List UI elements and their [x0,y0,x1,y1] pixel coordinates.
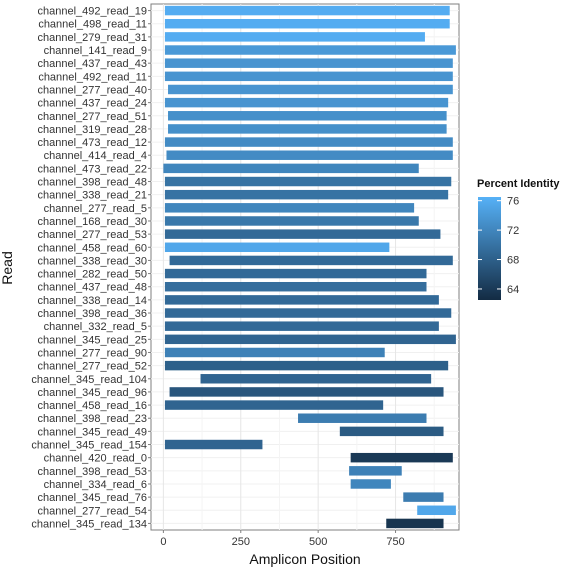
y-tick-label: channel_345_read_154 [31,440,147,452]
x-tick-label: 750 [386,536,404,548]
read-bar-channel_437_read_48 [164,281,427,292]
read-bar-channel_437_read_43 [164,58,453,68]
read-bar-channel_141_read_9 [164,45,456,55]
y-tick-label: channel_473_read_22 [38,163,148,175]
x-axis: 0 250 500 750 [160,530,405,548]
y-tick-label: channel_345_read_96 [38,387,148,399]
y-tick-label: channel_277_read_90 [38,347,148,359]
read-bar-channel_277_read_53 [164,229,441,239]
read-bar-channel_277_read_52 [164,360,449,371]
read-bar-channel_277_read_54 [417,505,456,516]
read-bar-channel_277_read_40 [168,84,453,95]
y-tick-label: channel_345_read_76 [38,492,148,504]
y-tick-label: channel_338_read_14 [38,295,148,307]
read-bar-channel_319_read_28 [168,124,447,134]
legend-tick-label: 72 [507,225,519,237]
y-tick-label: channel_338_read_30 [38,255,148,267]
read-bar-channel_458_read_60 [164,242,390,253]
y-tick-label: channel_334_read_6 [44,479,147,491]
y-tick-label: channel_473_read_12 [38,137,148,149]
y-tick-labels: channel_492_read_19channel_498_read_11ch… [31,6,151,530]
read-bars [163,5,456,529]
y-tick-label: channel_168_read_30 [38,216,148,228]
read-bar-channel_473_read_12 [164,137,453,147]
read-bar-channel_398_read_48 [164,176,452,187]
read-bar-channel_398_read_53 [349,466,402,476]
read-bar-channel_492_read_19 [164,5,450,16]
y-tick-label: channel_277_read_5 [44,203,147,215]
read-bar-channel_414_read_4 [166,150,453,160]
read-bar-channel_345_read_25 [164,334,456,345]
legend-colorbar [478,197,501,300]
y-tick-label: channel_345_read_104 [31,374,147,386]
y-tick-label: channel_277_read_54 [38,505,148,517]
y-tick-label: channel_141_read_9 [44,45,147,57]
x-axis-title: Amplicon Position [249,551,360,567]
read-bar-channel_338_read_30 [169,255,453,266]
read-bar-channel_345_read_49 [339,426,444,437]
y-tick-label: channel_398_read_53 [38,466,148,478]
y-tick-label: channel_492_read_19 [38,6,148,18]
y-tick-label: channel_458_read_16 [38,400,148,412]
legend: Percent Identity 64 68 72 76 [477,178,560,300]
y-tick-label: channel_420_read_0 [44,453,147,465]
read-bar-channel_345_read_154 [164,439,263,450]
plot-panel [150,3,460,531]
y-tick-label: channel_332_read_5 [44,321,147,333]
read-bar-channel_492_read_11 [164,71,453,82]
y-tick-label: channel_319_read_28 [38,124,148,136]
y-tick-label: channel_492_read_11 [38,71,147,83]
read-bar-channel_345_read_96 [169,387,444,397]
read-bar-channel_332_read_5 [164,321,439,331]
y-tick-label: channel_437_read_48 [38,282,148,294]
legend-title: Percent Identity [477,178,560,190]
read-bar-channel_277_read_51 [168,111,447,121]
read-bar-channel_398_read_36 [164,308,452,318]
read-bar-channel_437_read_24 [164,97,449,108]
legend-tick-label: 68 [507,255,519,267]
read-bar-channel_277_read_90 [164,347,385,358]
read-bar-channel_498_read_11 [164,18,450,29]
legend-tick-label: 76 [507,196,519,208]
y-tick-label: channel_277_read_53 [38,229,148,241]
read-bar-channel_168_read_30 [164,216,419,226]
read-bar-channel_282_read_50 [164,268,427,279]
y-tick-label: channel_437_read_24 [38,98,148,110]
x-tick-label: 500 [309,536,327,548]
read-bar-channel_277_read_5 [164,203,415,213]
read-bar-channel_334_read_6 [350,479,391,489]
y-tick-label: channel_458_read_60 [38,242,148,254]
x-tick-label: 250 [232,536,250,548]
y-tick-label: channel_398_read_36 [38,308,148,320]
y-tick-label: channel_338_read_21 [38,190,148,202]
y-tick-label: channel_345_read_134 [31,518,147,530]
read-bar-channel_345_read_134 [386,518,444,529]
y-tick-label: channel_398_read_48 [38,177,148,189]
legend-tick-label: 64 [507,284,519,296]
y-tick-label: channel_277_read_51 [38,111,148,123]
read-bar-channel_345_read_104 [200,374,432,384]
read-bar-channel_420_read_0 [350,452,453,463]
y-tick-label: channel_414_read_4 [44,150,147,162]
read-bar-channel_345_read_76 [403,492,444,502]
y-tick-label: channel_282_read_50 [38,269,148,281]
y-tick-label: channel_277_read_52 [38,361,148,373]
y-tick-label: channel_345_read_25 [38,334,148,346]
read-bar-channel_398_read_23 [298,413,427,423]
x-tick-label: 0 [160,536,166,548]
y-tick-label: channel_345_read_49 [38,426,148,438]
y-tick-label: channel_279_read_31 [38,32,148,44]
y-tick-label: channel_277_read_40 [38,84,148,96]
y-tick-label: channel_498_read_11 [38,19,147,31]
legend-ticks: 64 68 72 76 [478,196,519,296]
read-bar-channel_338_read_14 [164,295,439,305]
y-axis-title: Read [0,251,15,284]
read-bar-channel_338_read_21 [164,189,449,200]
y-tick-label: channel_437_read_43 [38,58,148,70]
y-tick-label: channel_398_read_23 [38,413,148,425]
read-bar-channel_473_read_22 [163,163,419,174]
read-bar-channel_458_read_16 [164,400,384,410]
read-bar-channel_279_read_31 [164,32,425,42]
